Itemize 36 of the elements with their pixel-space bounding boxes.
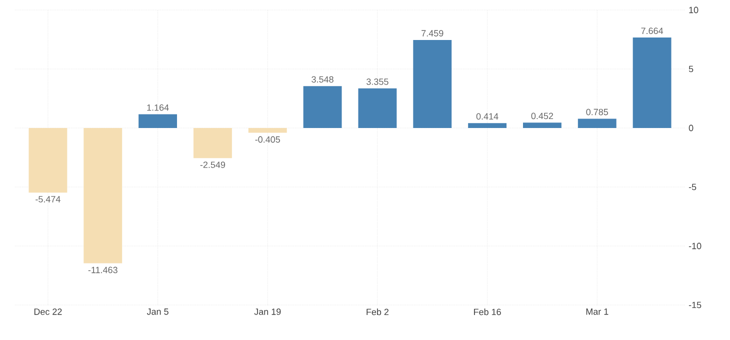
x-tick-label: Feb 2 bbox=[366, 308, 389, 316]
bar bbox=[578, 118, 616, 128]
bar bbox=[84, 128, 122, 264]
x-tick-label: Mar 1 bbox=[586, 308, 608, 315]
bar bbox=[193, 128, 232, 158]
data-label: -11.463 bbox=[88, 266, 118, 274]
bar bbox=[358, 88, 397, 128]
y-tick-label: -15 bbox=[688, 302, 702, 308]
bar bbox=[138, 114, 178, 128]
data-label: 3.355 bbox=[366, 78, 388, 85]
data-label: -5.474 bbox=[36, 196, 60, 202]
data-label: 3.548 bbox=[312, 76, 334, 83]
y-tick-label: 5 bbox=[688, 66, 694, 72]
x-tick-label: Feb 16 bbox=[474, 308, 501, 316]
data-label: -2.549 bbox=[200, 162, 226, 168]
x-tick-label: Dec 22 bbox=[34, 308, 62, 315]
x-tick-label: Jan 19 bbox=[254, 308, 281, 315]
data-label: 0.785 bbox=[586, 108, 608, 116]
data-label: 0.414 bbox=[476, 113, 498, 120]
bar bbox=[523, 122, 562, 128]
data-label: 7.459 bbox=[422, 30, 444, 36]
bar bbox=[28, 128, 68, 193]
bar bbox=[248, 128, 287, 133]
bar bbox=[632, 38, 672, 128]
x-tick-label: Jan 5 bbox=[146, 308, 168, 315]
bar bbox=[468, 123, 507, 128]
bar bbox=[413, 40, 452, 128]
y-tick-label: 0 bbox=[688, 124, 694, 132]
y-tick-label: -5 bbox=[688, 184, 696, 190]
y-tick-label: -10 bbox=[688, 242, 702, 250]
bar bbox=[303, 86, 342, 128]
data-label: 1.164 bbox=[147, 104, 169, 111]
data-label: -0.405 bbox=[255, 136, 280, 143]
data-label: 0.452 bbox=[531, 112, 554, 120]
data-label: 7.664 bbox=[641, 28, 664, 34]
y-tick-label: 10 bbox=[689, 6, 698, 14]
